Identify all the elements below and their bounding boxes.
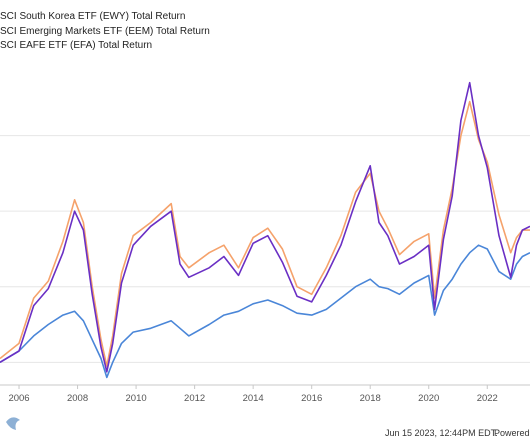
- logo-icon: [6, 417, 20, 430]
- gridlines: [0, 135, 530, 363]
- x-tick-label-2020: 2020: [418, 393, 439, 404]
- legend-item-efa: SCI EAFE ETF (EFA) Total Return: [0, 40, 152, 51]
- x-tick-label-2018: 2018: [360, 393, 381, 404]
- series-line-eem: [0, 100, 530, 367]
- footer-timestamp: Jun 15 2023, 12:44PM EDT.: [385, 428, 498, 438]
- series-line-efa: [0, 244, 530, 379]
- legend-item-ewy: SCI South Korea ETF (EWY) Total Return: [0, 11, 185, 22]
- footer: Jun 15 2023, 12:44PM EDT. Powered by: [6, 417, 530, 438]
- legend: SCI South Korea ETF (EWY) Total Return S…: [0, 11, 210, 51]
- x-tick-label-2012: 2012: [184, 393, 205, 404]
- footer-powered-by: Powered by: [494, 428, 530, 438]
- x-tick-label-2022: 2022: [477, 393, 498, 404]
- x-tick-label-2006: 2006: [8, 393, 29, 404]
- series-lines: [0, 81, 530, 379]
- x-tick-label-2008: 2008: [67, 393, 88, 404]
- x-axis-ticks: 2006 2008 2010 2012 2014 2016 2018 2020 2022: [8, 385, 498, 404]
- legend-item-eem: SCI Emerging Markets ETF (EEM) Total Ret…: [0, 26, 210, 37]
- series-line-ewy: [0, 81, 530, 373]
- x-tick-label-2014: 2014: [243, 393, 264, 404]
- x-tick-label-2010: 2010: [126, 393, 147, 404]
- x-tick-label-2016: 2016: [301, 393, 322, 404]
